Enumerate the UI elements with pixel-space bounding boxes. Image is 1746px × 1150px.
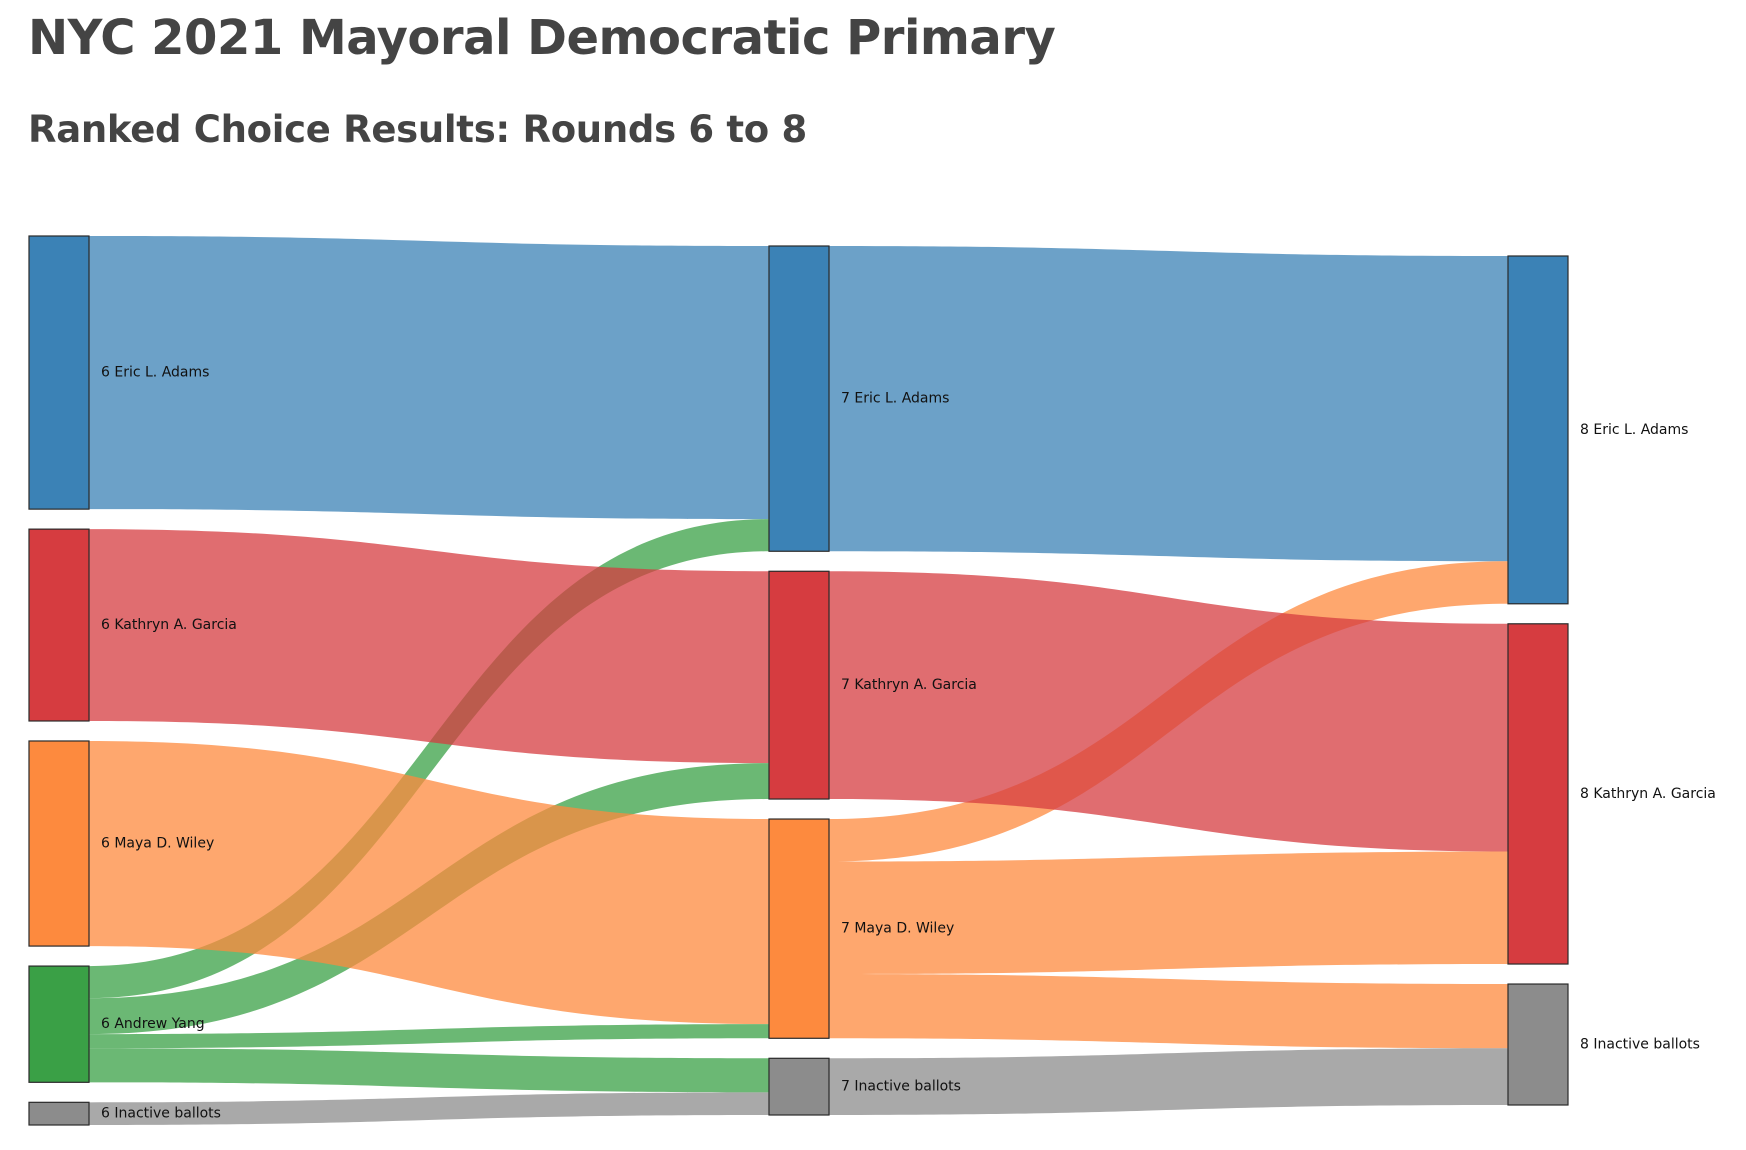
nodes-layer (28, 235, 1569, 1126)
node-8-inactive-ballots[interactable] (1507, 983, 1569, 1106)
link-7-maya-d-wiley-to-8-kathryn-a-garcia[interactable] (829, 851, 1508, 975)
node-label-6-kathryn-a-garcia: 6 Kathryn A. Garcia (101, 617, 237, 633)
labels-layer: 6 Eric L. Adams 6 Kathryn A. Garcia 6 Maya… (101, 365, 1716, 1122)
node-6-kathryn-a-garcia[interactable] (28, 528, 90, 722)
node-label-8-eric-l-adams: 8 Eric L. Adams (1580, 422, 1688, 438)
chart-title: NYC 2021 Mayoral Democratic Primary (28, 10, 1056, 66)
node-label-7-kathryn-a-garcia: 7 Kathryn A. Garcia (841, 677, 977, 693)
node-7-maya-d-wiley[interactable] (768, 818, 830, 1039)
links-layer (89, 236, 1508, 1125)
link-6-maya-d-wiley-to-7-maya-d-wiley[interactable] (89, 740, 769, 1025)
link-7-eric-l-adams-to-8-eric-l-adams[interactable] (829, 246, 1508, 562)
node-label-7-maya-d-wiley: 7 Maya D. Wiley (841, 921, 954, 937)
chart-subtitle: Ranked Choice Results: Rounds 6 to 8 (28, 108, 807, 151)
node-6-inactive-ballots[interactable] (28, 1101, 90, 1126)
node-label-6-eric-l-adams: 6 Eric L. Adams (101, 365, 209, 381)
link-7-inactive-ballots-to-8-inactive-ballots[interactable] (829, 1048, 1508, 1115)
node-7-inactive-ballots[interactable] (768, 1057, 830, 1116)
node-label-7-eric-l-adams: 7 Eric L. Adams (841, 391, 949, 407)
link-6-andrew-yang-to-7-maya-d-wiley[interactable] (89, 1024, 769, 1049)
node-label-7-inactive-ballots: 7 Inactive ballots (841, 1079, 961, 1095)
node-label-8-kathryn-a-garcia: 8 Kathryn A. Garcia (1580, 786, 1716, 802)
node-label-8-inactive-ballots: 8 Inactive ballots (1580, 1037, 1700, 1053)
link-6-inactive-ballots-to-7-inactive-ballots[interactable] (89, 1092, 769, 1125)
node-8-kathryn-a-garcia[interactable] (1507, 623, 1569, 965)
link-6-andrew-yang-to-7-eric-l-adams[interactable] (89, 519, 769, 999)
node-6-andrew-yang[interactable] (28, 965, 90, 1083)
node-7-eric-l-adams[interactable] (768, 245, 830, 552)
link-7-kathryn-a-garcia-to-8-kathryn-a-garcia[interactable] (829, 571, 1508, 852)
node-label-6-maya-d-wiley: 6 Maya D. Wiley (101, 836, 214, 852)
node-label-6-inactive-ballots: 6 Inactive ballots (101, 1106, 221, 1122)
node-8-eric-l-adams[interactable] (1507, 255, 1569, 605)
node-6-maya-d-wiley[interactable] (28, 740, 90, 947)
node-6-eric-l-adams[interactable] (28, 235, 90, 510)
link-6-andrew-yang-to-7-inactive-ballots[interactable] (89, 1048, 769, 1093)
node-label-6-andrew-yang: 6 Andrew Yang (101, 1016, 205, 1032)
link-6-kathryn-a-garcia-to-7-kathryn-a-garcia[interactable] (89, 529, 769, 764)
link-6-eric-l-adams-to-7-eric-l-adams[interactable] (89, 236, 769, 520)
link-7-maya-d-wiley-to-8-inactive-ballots[interactable] (829, 974, 1508, 1049)
node-7-kathryn-a-garcia[interactable] (768, 570, 830, 800)
